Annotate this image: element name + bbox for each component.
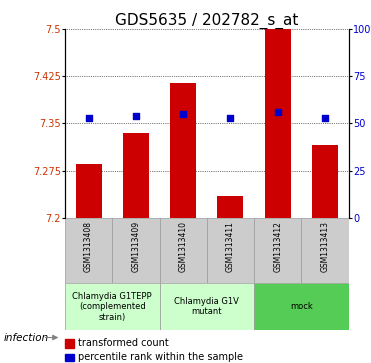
Bar <box>112 218 160 283</box>
Bar <box>123 133 149 218</box>
Point <box>227 115 233 121</box>
Bar <box>207 218 254 283</box>
Bar <box>76 164 102 218</box>
Text: infection: infection <box>4 333 49 343</box>
Text: GSM1313411: GSM1313411 <box>226 221 235 272</box>
Title: GDS5635 / 202782_s_at: GDS5635 / 202782_s_at <box>115 13 299 29</box>
Bar <box>170 82 196 218</box>
Bar <box>217 196 243 218</box>
Bar <box>312 146 338 218</box>
Bar <box>254 218 301 283</box>
Text: Chlamydia G1V
mutant: Chlamydia G1V mutant <box>174 297 239 317</box>
Bar <box>301 218 349 283</box>
Text: percentile rank within the sample: percentile rank within the sample <box>78 352 243 362</box>
Bar <box>265 29 291 218</box>
Text: Chlamydia G1TEPP
(complemented
strain): Chlamydia G1TEPP (complemented strain) <box>72 292 152 322</box>
Text: GSM1313413: GSM1313413 <box>321 221 329 272</box>
Text: GSM1313410: GSM1313410 <box>179 221 188 272</box>
Bar <box>65 218 112 283</box>
Text: GSM1313408: GSM1313408 <box>84 221 93 272</box>
Bar <box>65 283 160 330</box>
Point <box>180 111 186 117</box>
Point <box>86 115 92 121</box>
Bar <box>65 354 74 362</box>
Bar <box>65 339 74 348</box>
Bar <box>160 283 254 330</box>
Point <box>275 109 281 115</box>
Bar <box>160 218 207 283</box>
Text: transformed count: transformed count <box>78 338 169 348</box>
Text: GSM1313409: GSM1313409 <box>131 221 140 272</box>
Point <box>133 113 139 119</box>
Text: GSM1313412: GSM1313412 <box>273 221 282 272</box>
Text: mock: mock <box>290 302 313 311</box>
Bar <box>254 283 349 330</box>
Point <box>322 115 328 121</box>
